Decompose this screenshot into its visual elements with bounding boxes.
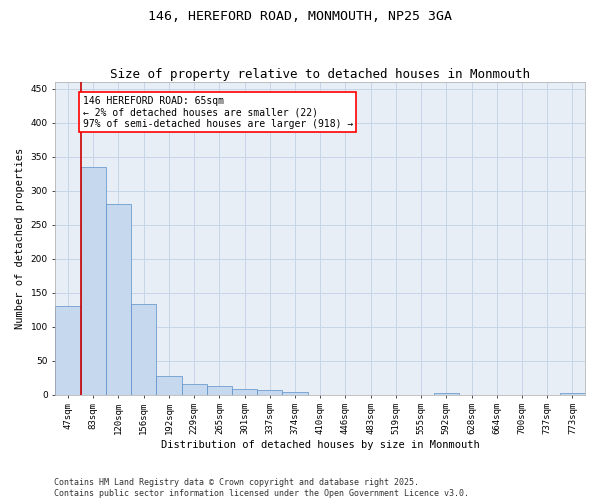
Bar	[207, 386, 232, 394]
Bar	[257, 390, 283, 394]
Bar	[106, 204, 131, 394]
Bar	[157, 376, 182, 394]
Bar	[55, 306, 80, 394]
Text: 146, HEREFORD ROAD, MONMOUTH, NP25 3GA: 146, HEREFORD ROAD, MONMOUTH, NP25 3GA	[148, 10, 452, 23]
Bar	[434, 393, 459, 394]
Text: 146 HEREFORD ROAD: 65sqm
← 2% of detached houses are smaller (22)
97% of semi-de: 146 HEREFORD ROAD: 65sqm ← 2% of detache…	[83, 96, 353, 129]
Bar	[131, 304, 157, 394]
Bar	[283, 392, 308, 394]
Bar	[80, 167, 106, 394]
Bar	[182, 384, 207, 394]
Text: Contains HM Land Registry data © Crown copyright and database right 2025.
Contai: Contains HM Land Registry data © Crown c…	[54, 478, 469, 498]
Bar	[560, 393, 585, 394]
Bar	[232, 389, 257, 394]
Y-axis label: Number of detached properties: Number of detached properties	[15, 148, 25, 329]
X-axis label: Distribution of detached houses by size in Monmouth: Distribution of detached houses by size …	[161, 440, 479, 450]
Title: Size of property relative to detached houses in Monmouth: Size of property relative to detached ho…	[110, 68, 530, 81]
